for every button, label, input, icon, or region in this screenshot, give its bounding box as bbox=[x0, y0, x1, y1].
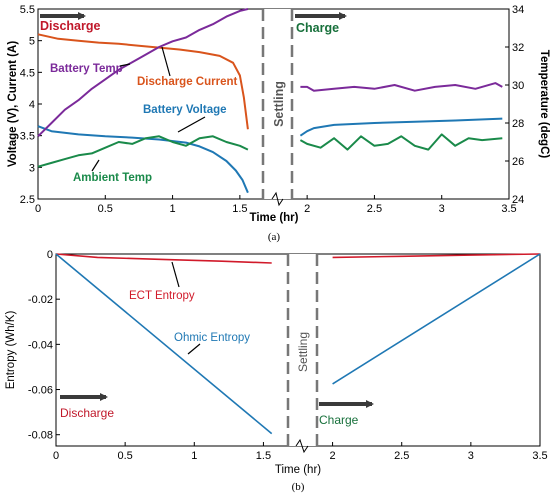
panel-b-x-tick-label: 1 bbox=[191, 450, 197, 462]
panel-b-x-tick-label: 1.5 bbox=[256, 450, 271, 462]
ohmic-entropy-line bbox=[55, 253, 273, 435]
panel-a-charge-label: Charge bbox=[296, 21, 339, 35]
panel-b-caption: (b) bbox=[292, 481, 305, 493]
panel-a-right-tick-label: 34 bbox=[512, 4, 524, 16]
panel-b-charge-label: Charge bbox=[319, 413, 359, 427]
panel-a-left-tick-label: 5 bbox=[29, 36, 35, 48]
panel-a-left-tick-label: 4.5 bbox=[20, 67, 35, 79]
panel-b-chart: 0 0.5 1 1.5 2 2.5 3 3.5 -0.08 -0.06 -0.04 -0.02 0 S… bbox=[5, 249, 548, 493]
battery-voltage-leader bbox=[177, 116, 206, 133]
panel-b-axis-break bbox=[295, 438, 309, 454]
panel-a-right-tick-label: 28 bbox=[512, 118, 524, 130]
panel-a-x-tick-label: 3 bbox=[439, 203, 445, 215]
battery-voltage-label: Battery Voltage bbox=[143, 104, 227, 116]
discharge-current-line bbox=[37, 33, 249, 130]
panel-a-discharge-label: Discharge bbox=[40, 19, 100, 33]
panel-a-x-tick-label: 0 bbox=[35, 203, 41, 215]
panel-b-x-tick-label: 2 bbox=[330, 450, 336, 462]
panel-a-right-tick-label: 32 bbox=[512, 42, 524, 54]
panel-a-x-tick-label: 2.5 bbox=[367, 203, 382, 215]
panel-a-x-axis-label: Time (hr) bbox=[250, 212, 299, 224]
panel-a-right-tick-label: 30 bbox=[512, 80, 524, 92]
ohmic-entropy-charge-line bbox=[332, 253, 541, 385]
battery-temp-leader bbox=[119, 63, 131, 67]
panel-a-right-axis-label: Temperature (degC) bbox=[538, 50, 550, 159]
panel-a-left-tick-label: 3 bbox=[29, 162, 35, 174]
panel-a-x-tick-label: 1 bbox=[170, 203, 176, 215]
discharge-current-leader bbox=[161, 46, 171, 77]
panel-a-x-tick-label: 0.5 bbox=[98, 203, 113, 215]
panel-a-left-tick-label: 4 bbox=[29, 99, 35, 111]
battery-temp-charge-line bbox=[300, 82, 503, 92]
panel-b-x-tick-label: 0 bbox=[53, 450, 59, 462]
panel-a-caption: (a) bbox=[268, 231, 281, 243]
panel-b-y-tick-label: -0.08 bbox=[28, 430, 53, 442]
ohmic-entropy-label: Ohmic Entropy bbox=[174, 332, 250, 344]
panel-a-x-tick-label: 2 bbox=[304, 203, 310, 215]
ambient-temp-label: Ambient Temp bbox=[73, 172, 152, 184]
panel-a-chart: 0 0.5 1 1.5 2 2.5 3 3.5 2.5 3 3.5 4 4.5 5 5.5 24 26 28 3… bbox=[7, 4, 550, 243]
panel-b-y-tick-label: 0 bbox=[47, 249, 53, 261]
panel-a-left-tick-label: 3.5 bbox=[20, 131, 35, 143]
panel-a-left-axis-label: Voltage (V), Current (A) bbox=[7, 41, 19, 167]
ect-entropy-label: ECT Entropy bbox=[129, 290, 195, 302]
panel-b-settling-label: Settling bbox=[296, 332, 310, 372]
panel-b-y-axis-label: Entropy (Wh/K) bbox=[5, 311, 17, 390]
battery-voltage-charge-line bbox=[299, 117, 503, 137]
panel-b-y-tick-label: -0.04 bbox=[28, 339, 53, 351]
panel-b-x-tick-label: 3 bbox=[468, 450, 474, 462]
ect-entropy-line bbox=[55, 253, 272, 264]
panel-a-left-tick-label: 2.5 bbox=[20, 194, 35, 206]
battery-voltage-line bbox=[37, 125, 249, 194]
battery-temp-label: Battery Temp bbox=[50, 63, 123, 75]
panel-a-x-tick-label: 3.5 bbox=[501, 203, 516, 215]
panel-a-settling-gap bbox=[263, 9, 292, 199]
panel-a-x-tick-label: 1.5 bbox=[232, 203, 247, 215]
panel-b-settling-gap bbox=[288, 254, 317, 446]
panel-b-y-tick-label: -0.06 bbox=[28, 385, 53, 397]
panel-b-x-tick-label: 2.5 bbox=[394, 450, 409, 462]
ambient-temp-leader bbox=[91, 159, 100, 172]
ambient-temp-line bbox=[37, 135, 249, 168]
panel-a-left-tick-label: 5.5 bbox=[20, 4, 35, 16]
battery-temp-line bbox=[37, 8, 249, 138]
panel-b-discharge-label: Discharge bbox=[60, 406, 114, 420]
panel-a-axis-break bbox=[271, 191, 284, 207]
ect-entropy-leader bbox=[171, 261, 180, 288]
panel-b-x-axis-label: Time (hr) bbox=[275, 464, 321, 476]
ambient-temp-charge-line bbox=[299, 133, 503, 151]
panel-b-x-tick-label: 3.5 bbox=[532, 450, 547, 462]
panel-a-settling-label: Settling bbox=[272, 81, 286, 127]
panel-b-x-tick-label: 0.5 bbox=[117, 450, 132, 462]
ohmic-entropy-leader bbox=[187, 343, 201, 355]
discharge-current-label: Discharge Current bbox=[137, 76, 238, 88]
panel-a-right-tick-label: 26 bbox=[512, 156, 524, 168]
panel-b-y-tick-label: -0.02 bbox=[28, 294, 53, 306]
panel-a-right-tick-label: 24 bbox=[512, 194, 524, 206]
ect-entropy-charge-line bbox=[332, 253, 541, 259]
